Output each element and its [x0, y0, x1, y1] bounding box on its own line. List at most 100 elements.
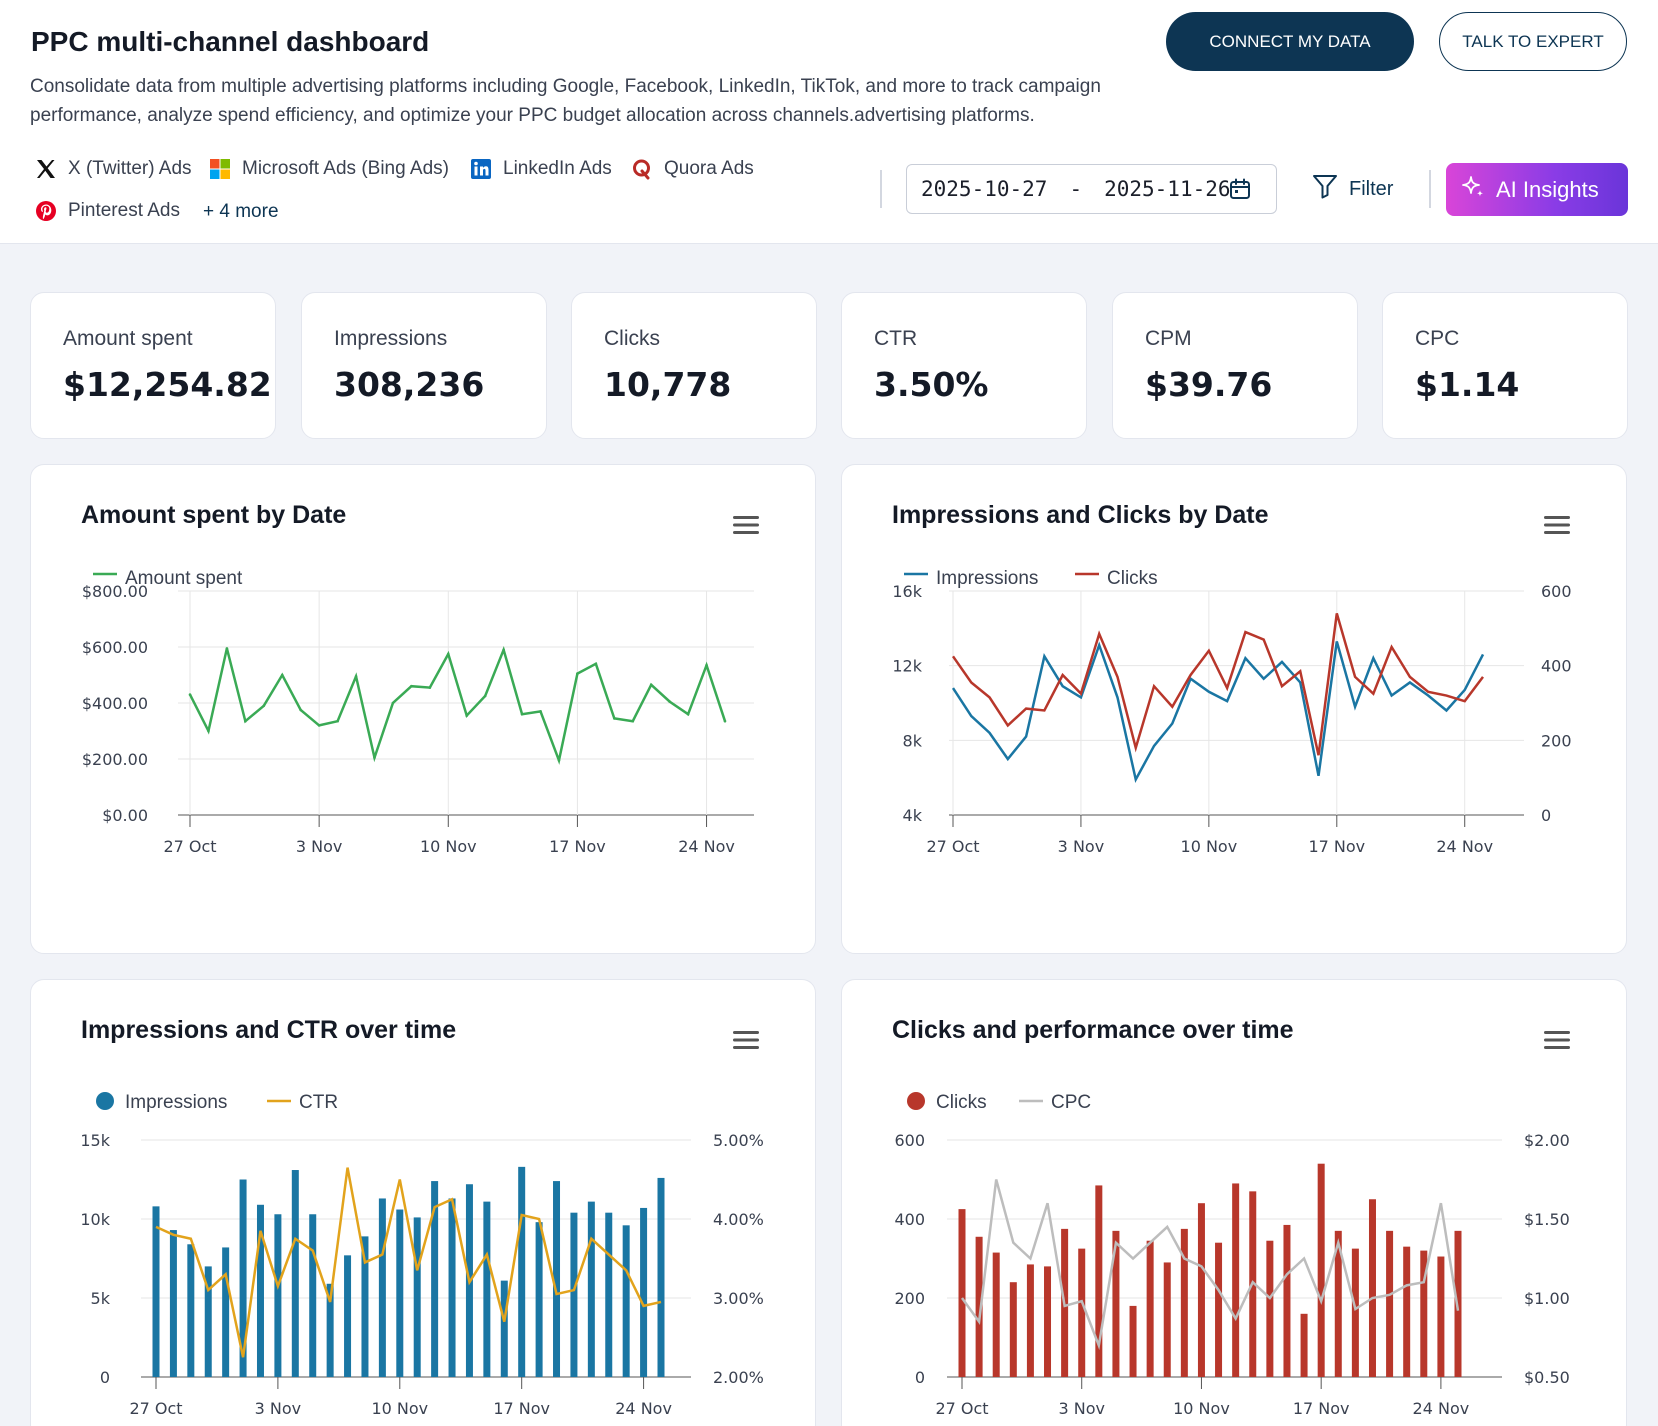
more-sources-link[interactable]: + 4 more	[203, 201, 279, 222]
impressions-bar	[378, 1198, 386, 1377]
calendar-icon	[1228, 177, 1252, 206]
source-label: Pinterest Ads	[68, 200, 180, 221]
chart-card-clicks-performance: Clicks and performance over time 600 $2.0…	[841, 979, 1627, 1426]
clicks-cpc-chart: 600 $2.00 400 $1.50 200 $1.00 0 $0.50 27 Oct 3 No…	[894, 1092, 1570, 1418]
x-tick-label: 27 Oct	[163, 837, 216, 856]
data-point	[391, 701, 395, 705]
ai-insights-button[interactable]: AI Insights	[1446, 163, 1628, 216]
legend-swatch	[96, 1092, 114, 1110]
chart-menu-icon[interactable]	[733, 1030, 759, 1050]
source-label: X (Twitter) Ads	[68, 158, 192, 179]
legend-label: Clicks	[1107, 568, 1158, 589]
filter-button[interactable]: Filter	[1311, 172, 1393, 206]
clicks-bar	[992, 1252, 1000, 1377]
data-point	[686, 712, 690, 716]
amount-spent-chart: $800.00 $600.00 $400.00 $200.00 $0.00 27 Oct 3…	[82, 568, 754, 856]
source-microsoft: Microsoft Ads (Bing Ads)	[208, 157, 449, 181]
clicks-bar	[1334, 1230, 1342, 1377]
data-point	[520, 712, 524, 716]
date-separator: -	[1069, 177, 1083, 201]
y-tick-label-left: 10k	[80, 1210, 110, 1229]
cpc-series-line	[960, 1179, 1460, 1351]
legend-label: Clicks	[936, 1092, 987, 1113]
kpi-card-clicks: Clicks 10,778	[571, 292, 817, 439]
source-label: Microsoft Ads (Bing Ads)	[242, 158, 449, 179]
filter-icon	[1311, 172, 1339, 206]
source-quora: Quora Ads	[630, 157, 754, 181]
impressions-bar	[500, 1280, 508, 1377]
chart-menu-icon[interactable]	[1544, 515, 1570, 535]
amount-spent-series-line	[188, 645, 727, 765]
clicks-bar	[1420, 1250, 1428, 1377]
impressions-bar	[622, 1225, 630, 1377]
impressions-bar	[152, 1206, 160, 1377]
impressions-bar	[535, 1222, 543, 1377]
talk-to-expert-button[interactable]: TALK TO EXPERT	[1439, 12, 1627, 71]
y-tick-label-right: 3.00%	[713, 1289, 764, 1308]
kpi-card-ctr: CTR 3.50%	[841, 292, 1087, 439]
clicks-bar	[1437, 1256, 1445, 1377]
clicks-bar	[975, 1236, 983, 1377]
impressions-ctr-chart: 15k 5.00% 10k 4.00% 5k 3.00% 0 2.00% 27 Oct 3 Nov…	[80, 1092, 764, 1418]
data-point	[354, 675, 358, 678]
impressions-bar	[605, 1212, 613, 1377]
impressions-clicks-chart: 16k 600 12k 400 8k 200 4k 0 27 Oct 3 Nov 10 Nov 17 …	[892, 568, 1572, 856]
data-point	[723, 719, 727, 723]
y-tick-label-right: 200	[1541, 731, 1572, 750]
clicks-bar	[1095, 1185, 1103, 1377]
clicks-bar	[1266, 1240, 1274, 1377]
source-label: LinkedIn Ads	[503, 158, 612, 179]
chart-menu-icon[interactable]	[733, 515, 759, 535]
x-tick-label: 24 Nov	[678, 837, 735, 856]
kpi-value: 308,236	[334, 365, 485, 404]
data-point	[631, 719, 635, 723]
x-tick-label: 10 Nov	[1181, 837, 1238, 856]
y-tick-label-left: 200	[894, 1289, 925, 1308]
clicks-bar	[1215, 1242, 1223, 1377]
data-point	[207, 729, 210, 733]
y-tick-label-right: $1.00	[1524, 1289, 1570, 1308]
date-range-picker[interactable]: 2025-10-27 - 2025-11-26	[906, 164, 1277, 214]
impressions-bar	[587, 1201, 595, 1377]
x-tick-label: 24 Nov	[615, 1399, 672, 1418]
kpi-value: 10,778	[604, 365, 732, 404]
kpi-label: Impressions	[334, 327, 448, 350]
x-tick-label: 27 Oct	[926, 837, 979, 856]
clicks-bar	[1403, 1246, 1411, 1377]
clicks-bar	[1368, 1199, 1376, 1377]
source-label: Quora Ads	[664, 158, 754, 179]
data-point	[483, 694, 487, 698]
impressions-series-line	[951, 641, 1485, 784]
x-tick-label: 3 Nov	[1058, 1399, 1105, 1418]
kpi-card-impressions: Impressions 308,236	[301, 292, 547, 439]
y-tick-label-right: 2.00%	[713, 1368, 764, 1387]
x-tick-label: 3 Nov	[1058, 837, 1105, 856]
y-tick-label-right: $1.50	[1524, 1210, 1570, 1229]
chart-title: Amount spent by Date	[81, 501, 347, 529]
clicks-bar	[1026, 1264, 1034, 1377]
data-point	[317, 724, 321, 727]
chart-menu-icon[interactable]	[1544, 1030, 1570, 1050]
impressions-bar	[518, 1166, 526, 1377]
kpi-value: $39.76	[1145, 365, 1273, 404]
data-point	[225, 647, 229, 650]
x-tick-label: 17 Nov	[493, 1399, 550, 1418]
source-linkedin: LinkedIn Ads	[469, 157, 612, 181]
connect-my-data-button[interactable]: CONNECT MY DATA	[1166, 12, 1414, 71]
x-tick-label: 10 Nov	[371, 1399, 428, 1418]
date-start: 2025-10-27	[921, 177, 1048, 201]
page-description: Consolidate data from multiple advertisi…	[30, 76, 1101, 126]
chart-card-impressions-clicks: Impressions and Clicks by Date 16k 600 12k…	[841, 464, 1627, 954]
source-pinterest: Pinterest Ads	[34, 199, 180, 223]
clicks-bar	[1351, 1248, 1359, 1377]
x-tick-label: 27 Oct	[935, 1399, 988, 1418]
y-tick-label-left: 12k	[892, 657, 922, 676]
filter-label: Filter	[1349, 177, 1394, 200]
impressions-bar	[657, 1177, 665, 1377]
impressions-bar	[309, 1214, 317, 1377]
x-tick-label: 3 Nov	[255, 1399, 302, 1418]
toolbar-divider	[1429, 170, 1431, 208]
data-point	[668, 700, 671, 703]
impressions-bar	[222, 1247, 230, 1377]
y-tick-label: $0.00	[102, 806, 148, 825]
